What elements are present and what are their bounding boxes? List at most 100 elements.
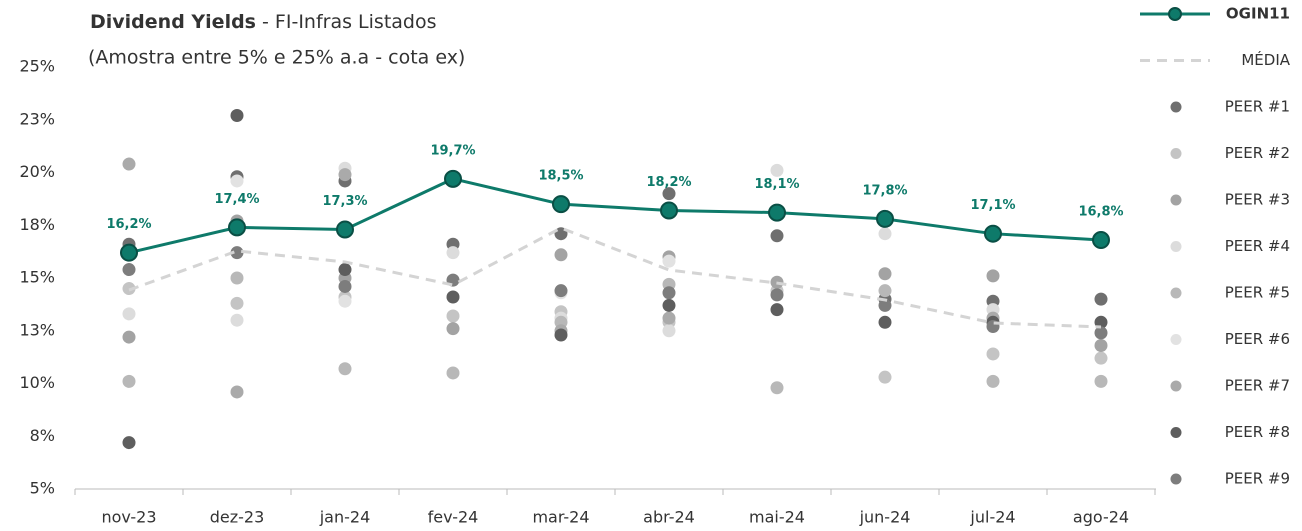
data-label: 19,7% xyxy=(430,143,475,158)
peer-point xyxy=(770,163,784,177)
peer-point xyxy=(662,187,676,201)
legend-swatch xyxy=(1168,7,1182,21)
legend-label: PEER #2 xyxy=(1225,144,1290,162)
point xyxy=(552,195,570,214)
peer-point xyxy=(986,347,1000,361)
peer-point xyxy=(446,322,460,336)
peer-point xyxy=(1094,374,1108,388)
y-tick-label: 8% xyxy=(30,426,55,445)
x-tick-label: nov-23 xyxy=(101,508,156,527)
peer-point xyxy=(122,263,136,277)
peer-point xyxy=(1094,339,1108,353)
peer-point xyxy=(662,254,676,268)
legend-label: PEER #9 xyxy=(1225,470,1290,488)
peer-point xyxy=(446,290,460,304)
peer-point xyxy=(1094,292,1108,306)
y-tick-label: 10% xyxy=(19,373,55,392)
data-label: 16,2% xyxy=(106,217,151,232)
subtitle: (Amostra entre 5% e 25% a.a - cota ex) xyxy=(88,47,465,69)
peer-point xyxy=(662,298,676,312)
data-label: 16,8% xyxy=(1078,205,1123,220)
title: Dividend Yields xyxy=(90,11,256,33)
peer-point xyxy=(230,271,244,285)
legend-swatch xyxy=(1170,334,1182,345)
y-tick-label: 18% xyxy=(19,215,55,234)
peer-point xyxy=(230,246,244,260)
peer-point xyxy=(338,168,352,182)
peer-point xyxy=(1094,351,1108,365)
legend-label: PEER #1 xyxy=(1225,98,1290,116)
point xyxy=(984,224,1002,243)
peer-point xyxy=(122,307,136,321)
y-tick-label: 20% xyxy=(19,162,55,181)
peer-point xyxy=(770,303,784,317)
legend-label: MÉDIA xyxy=(1241,50,1290,69)
data-label: 17,1% xyxy=(970,198,1015,213)
legend-label: PEER #5 xyxy=(1225,284,1290,302)
legend-swatch xyxy=(1170,101,1182,113)
peer-point xyxy=(554,284,568,298)
peer-point xyxy=(338,279,352,293)
x-tick-label: jul-24 xyxy=(969,508,1015,527)
data-label: 18,2% xyxy=(646,175,691,190)
peer-point xyxy=(986,269,1000,283)
title-suffix: - FI-Infras Listados xyxy=(256,11,437,33)
legend-swatch xyxy=(1170,148,1182,159)
peer-point xyxy=(878,227,892,241)
point xyxy=(120,243,138,262)
legend-label: PEER #8 xyxy=(1225,423,1290,441)
x-tick-label: jan-24 xyxy=(319,508,371,527)
peer-point xyxy=(662,324,676,338)
x-tick-label: abr-24 xyxy=(643,508,695,527)
point xyxy=(1092,231,1110,250)
point xyxy=(228,218,246,237)
peer-point xyxy=(1094,326,1108,340)
legend-label: PEER #6 xyxy=(1225,330,1290,348)
x-tick-label: ago-24 xyxy=(1073,508,1129,527)
legend-label: PEER #7 xyxy=(1225,377,1290,395)
peer-point xyxy=(770,288,784,302)
peer-point xyxy=(878,298,892,312)
peer-point xyxy=(230,174,244,188)
point xyxy=(876,209,894,228)
legend-swatch xyxy=(1170,287,1182,299)
peer-point xyxy=(446,309,460,323)
data-label: 18,5% xyxy=(538,169,583,184)
x-tick-label: jun-24 xyxy=(859,508,911,527)
peer-point xyxy=(770,229,784,243)
data-label: 18,1% xyxy=(754,177,799,192)
peer-point xyxy=(122,436,136,450)
point xyxy=(336,220,354,239)
series-line xyxy=(128,226,1102,329)
peer-point xyxy=(338,362,352,376)
peer-point xyxy=(878,267,892,281)
peer-point xyxy=(122,157,136,171)
peer-point xyxy=(554,328,568,342)
legend-label: PEER #4 xyxy=(1225,237,1290,255)
peer-point xyxy=(338,294,352,308)
data-label: 17,8% xyxy=(862,183,907,198)
y-tick-label: 25% xyxy=(19,57,55,76)
peer-point xyxy=(770,381,784,395)
peer-point xyxy=(230,313,244,327)
data-label: 17,4% xyxy=(214,192,259,207)
legend-swatch xyxy=(1170,241,1182,252)
legend-swatch xyxy=(1170,380,1182,392)
peer-point xyxy=(878,315,892,329)
peer-point xyxy=(230,385,244,399)
peer-point xyxy=(230,296,244,310)
peer-point xyxy=(230,109,244,123)
legend-label: PEER #3 xyxy=(1225,191,1290,209)
y-tick-label: 13% xyxy=(19,320,55,339)
chart-title: Dividend Yields - FI-Infras Listados xyxy=(90,11,437,33)
legend-swatch xyxy=(1170,473,1182,485)
x-tick-label: mar-24 xyxy=(532,508,589,527)
y-tick-label: 15% xyxy=(19,268,55,287)
y-tick-label: 5% xyxy=(30,479,55,498)
peer-point xyxy=(878,284,892,298)
point xyxy=(660,201,678,220)
x-tick-label: fev-24 xyxy=(428,508,479,527)
peer-point xyxy=(878,370,892,384)
point xyxy=(768,203,786,222)
